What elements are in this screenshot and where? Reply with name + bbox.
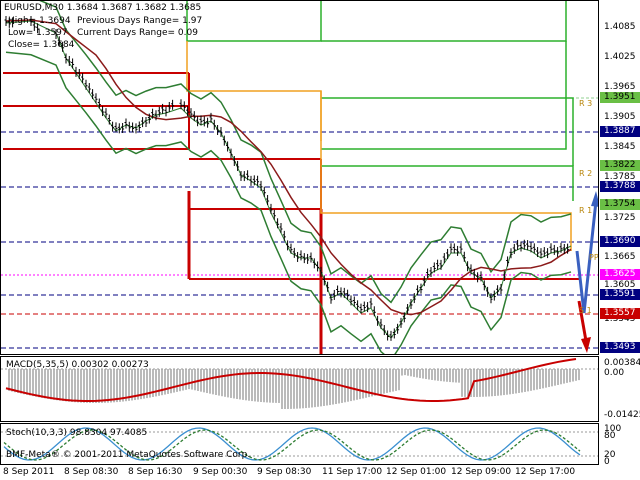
price-axis-label: 1.3545: [604, 314, 636, 324]
macd-axis-bottom: -0.01425: [604, 410, 640, 420]
price-bars: [4, 15, 570, 341]
high-value: High= 1.3694: [8, 16, 71, 26]
stochastic-label: Stoch(10,3,3) 98.8304 97.4085: [6, 428, 148, 438]
low-value: Low= 1.3597: [8, 28, 68, 38]
price-tag: 1.3788: [600, 181, 640, 192]
pivot-resistance-line: [321, 97, 574, 166]
time-axis-label: 12 Sep 01:00: [386, 467, 447, 477]
bollinger-lower: [5, 51, 572, 354]
macd-axis-top: 0.00384: [604, 358, 640, 368]
time-axis-label: 9 Sep 08:30: [257, 467, 312, 477]
price-axis-label: 1.3725: [604, 213, 636, 223]
time-axis-label: 8 Sep 2011: [3, 467, 55, 477]
stoch-signal-line: [3, 429, 581, 461]
time-axis-label: 9 Sep 00:30: [193, 467, 248, 477]
forecast-up-arrow: [575, 200, 598, 314]
price-axis-label: 1.3845: [604, 142, 636, 152]
price-chart-panel[interactable]: EURUSD,M30 1.3684 1.3687 1.3682 1.3685 H…: [0, 0, 599, 355]
price-axis-label: 1.4085: [604, 22, 636, 32]
price-axis-label: 1.3785: [604, 172, 636, 182]
bollinger-bands: [5, 1, 572, 354]
price-tag: 1.3951: [600, 92, 640, 103]
pivot-lines: [3, 1, 581, 354]
pivot-resistance-line: [321, 165, 574, 201]
time-axis-label: 8 Sep 16:30: [128, 467, 183, 477]
pivot-label-r2: R 2: [579, 169, 593, 178]
price-tag: 1.3690: [600, 236, 640, 247]
price-tag: 1.3591: [600, 289, 640, 300]
pivot-label-s1: S 1: [579, 306, 592, 315]
stoch-axis-top: 100: [604, 424, 622, 434]
time-axis-label: 12 Sep 09:00: [451, 467, 512, 477]
current-days-range: Current Days Range= 0.09: [77, 28, 198, 38]
previous-days-range: Previous Days Range= 1.97: [77, 16, 203, 26]
moving-average: [5, 19, 572, 316]
macd-panel[interactable]: MACD(5,35,5) 0.00302 0.00273: [0, 356, 599, 422]
price-chart-svg: [1, 1, 598, 354]
forecast-down-arrowhead: [581, 337, 591, 353]
bollinger-upper: [39, 1, 572, 304]
price-tag: 1.3493: [600, 342, 640, 353]
pivot-resistance-line: [321, 41, 567, 99]
pivot-resistance-line: [186, 1, 322, 42]
pivot-label-pp: PP: [589, 253, 599, 262]
time-axis-label: 12 Sep 17:00: [515, 467, 576, 477]
price-tag: 1.3822: [600, 160, 640, 171]
time-axis-label: 11 Sep 17:00: [322, 467, 383, 477]
stoch-axis-bottom: 0: [604, 457, 610, 467]
macd-svg: [1, 358, 598, 409]
forecast-up-arrowhead: [591, 191, 598, 207]
price-tag: 1.3887: [600, 126, 640, 137]
pivot-label-r1: R 1: [579, 206, 593, 215]
price-tag: 1.3625: [600, 269, 640, 280]
forecast-down-arrow: [577, 300, 588, 342]
price-axis-label: 1.3665: [604, 252, 636, 262]
price-grid: [1, 97, 598, 349]
stochastic-svg: [1, 427, 598, 461]
watermark: BMF-Meta® © 2001-2011 MetaQuotes Softwar…: [6, 450, 251, 460]
price-axis-label: 1.3605: [604, 280, 636, 290]
macd-label: MACD(5,35,5) 0.00302 0.00273: [6, 360, 149, 370]
forecast-arrows: [575, 191, 598, 353]
close-value: Close= 1.3684: [8, 40, 75, 50]
stoch-axis-80: 80: [604, 431, 616, 441]
pivot-resistance-line: [321, 1, 567, 42]
price-tag: 1.3557: [600, 308, 640, 319]
price-axis-label: 1.3965: [604, 82, 636, 92]
symbol-line: EURUSD,M30 1.3684 1.3687 1.3682 1.3685: [4, 3, 202, 13]
time-axis-label: 8 Sep 08:30: [64, 467, 119, 477]
macd-axis-zero: 0.00: [604, 368, 625, 378]
price-tag: 1.3754: [600, 199, 640, 210]
macd-signal-line: [5, 358, 577, 402]
pivot-resistance-line: [186, 41, 572, 251]
price-axis-label: 1.4025: [604, 52, 636, 62]
stoch-axis-20: 20: [604, 450, 616, 460]
middle-band: [5, 20, 572, 339]
stochastic-panel[interactable]: Stoch(10,3,3) 98.8304 97.4085 BMF-Meta® …: [0, 423, 599, 465]
price-axis-label: 1.3905: [604, 112, 636, 122]
pivot-label-r3: R 3: [579, 99, 593, 108]
